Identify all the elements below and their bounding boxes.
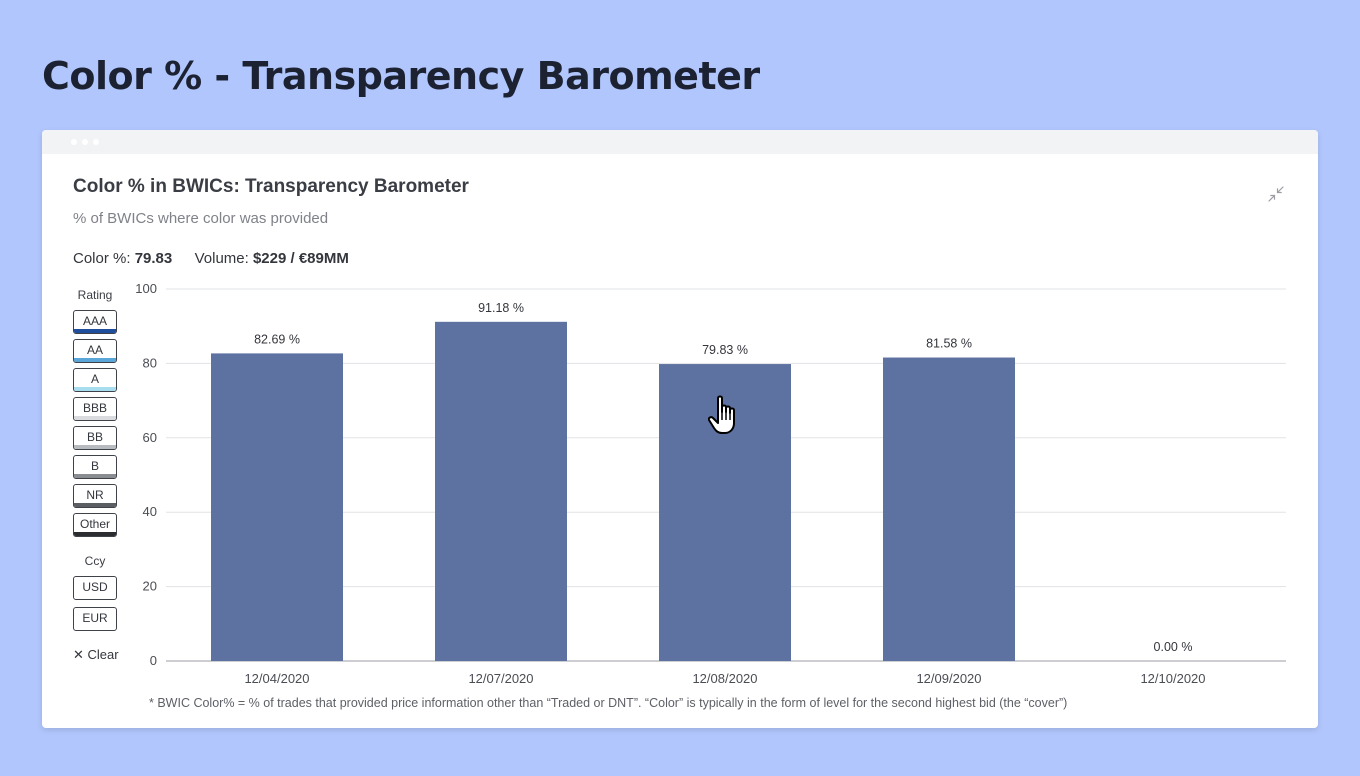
chip-color-bar	[74, 358, 116, 362]
x-tick-label: 12/08/2020	[692, 671, 757, 686]
y-tick-label: 60	[143, 430, 157, 445]
chip-label: AA	[86, 343, 103, 357]
ccy-chip-eur[interactable]: EUR	[73, 607, 117, 631]
chip-label: EUR	[82, 611, 108, 625]
filter-panel: Rating AAA AA A BBB BB B NR Other Ccy US…	[73, 288, 119, 663]
clear-label: Clear	[87, 647, 119, 662]
chip-color-bar	[74, 387, 116, 391]
collapse-arrows-icon[interactable]	[1268, 186, 1284, 202]
chip-label: BBB	[82, 401, 107, 415]
chip-color-bar	[74, 416, 116, 420]
volume-label: Volume:	[194, 250, 249, 267]
x-tick-label: 12/07/2020	[468, 671, 533, 686]
chip-label: AAA	[82, 314, 107, 328]
clear-filters-button[interactable]: ✕ Clear	[73, 647, 119, 663]
x-tick-label: 12/10/2020	[1140, 671, 1205, 686]
window-dot	[71, 139, 77, 145]
y-tick-label: 80	[143, 355, 157, 370]
summary-stats: Color %: 79.83 Volume: $229 / €89MM	[73, 250, 349, 267]
y-tick-label: 0	[150, 653, 157, 668]
chip-label: NR	[86, 488, 104, 502]
rating-chip-aa[interactable]: AA	[73, 339, 117, 363]
data-label: 79.83 %	[702, 343, 748, 357]
x-tick-label: 12/04/2020	[244, 671, 309, 686]
window-dot	[82, 139, 88, 145]
ccy-heading: Ccy	[84, 554, 106, 568]
chip-label: BB	[86, 430, 103, 444]
color-pct-value: 79.83	[134, 250, 173, 267]
window-dot	[93, 139, 99, 145]
y-tick-label: 100	[135, 281, 157, 296]
panel-subtitle: % of BWICs where color was provided	[73, 210, 329, 227]
rating-chip-bb[interactable]: BB	[73, 426, 117, 450]
chip-color-bar	[74, 445, 116, 449]
data-label: 82.69 %	[254, 332, 300, 346]
bar	[435, 321, 567, 661]
chip-color-bar	[74, 474, 116, 478]
rating-heading: Rating	[77, 288, 113, 302]
rating-chip-nr[interactable]: NR	[73, 484, 117, 508]
close-icon: ✕	[73, 647, 84, 662]
data-label: 91.18 %	[478, 301, 524, 315]
chip-label: USD	[82, 580, 108, 594]
ccy-chip-usd[interactable]: USD	[73, 576, 117, 600]
rating-chip-aaa[interactable]: AAA	[73, 310, 117, 334]
rating-chip-a[interactable]: A	[73, 368, 117, 392]
chip-label: B	[90, 459, 99, 473]
chip-color-bar	[74, 329, 116, 333]
x-tick-label: 12/09/2020	[916, 671, 981, 686]
panel-title: Color % in BWICs: Transparency Barometer	[73, 176, 469, 197]
bar	[211, 353, 343, 661]
data-label: 0.00 %	[1154, 640, 1193, 654]
volume-value: $229 / €89MM	[252, 250, 349, 267]
page-title: Color % - Transparency Barometer	[42, 54, 760, 98]
y-tick-label: 40	[143, 504, 157, 519]
data-label: 81.58 %	[926, 337, 972, 351]
bar-chart: 0 20 40 60 80 100 82.69 % 12/04/2020 91.18 % 12/0…	[135, 281, 1286, 686]
color-pct-label: Color %:	[73, 250, 131, 267]
chip-label: Other	[79, 517, 110, 531]
chip-color-bar	[74, 503, 116, 507]
rating-chip-list: AAA AA A BBB BB B NR Other	[73, 310, 117, 537]
chart-window: Color % in BWICs: Transparency Barometer…	[42, 130, 1318, 728]
rating-chip-b[interactable]: B	[73, 455, 117, 479]
y-tick-label: 20	[143, 579, 157, 594]
footnote: * BWIC Color% = % of trades that provide…	[149, 696, 1068, 710]
chip-color-bar	[74, 532, 116, 536]
rating-chip-other[interactable]: Other	[73, 513, 117, 537]
chip-label: A	[90, 372, 99, 386]
hand-pointer-cursor-icon	[708, 395, 735, 434]
bar	[883, 357, 1015, 661]
window-title-bar	[42, 130, 1318, 154]
rating-chip-bbb[interactable]: BBB	[73, 397, 117, 421]
